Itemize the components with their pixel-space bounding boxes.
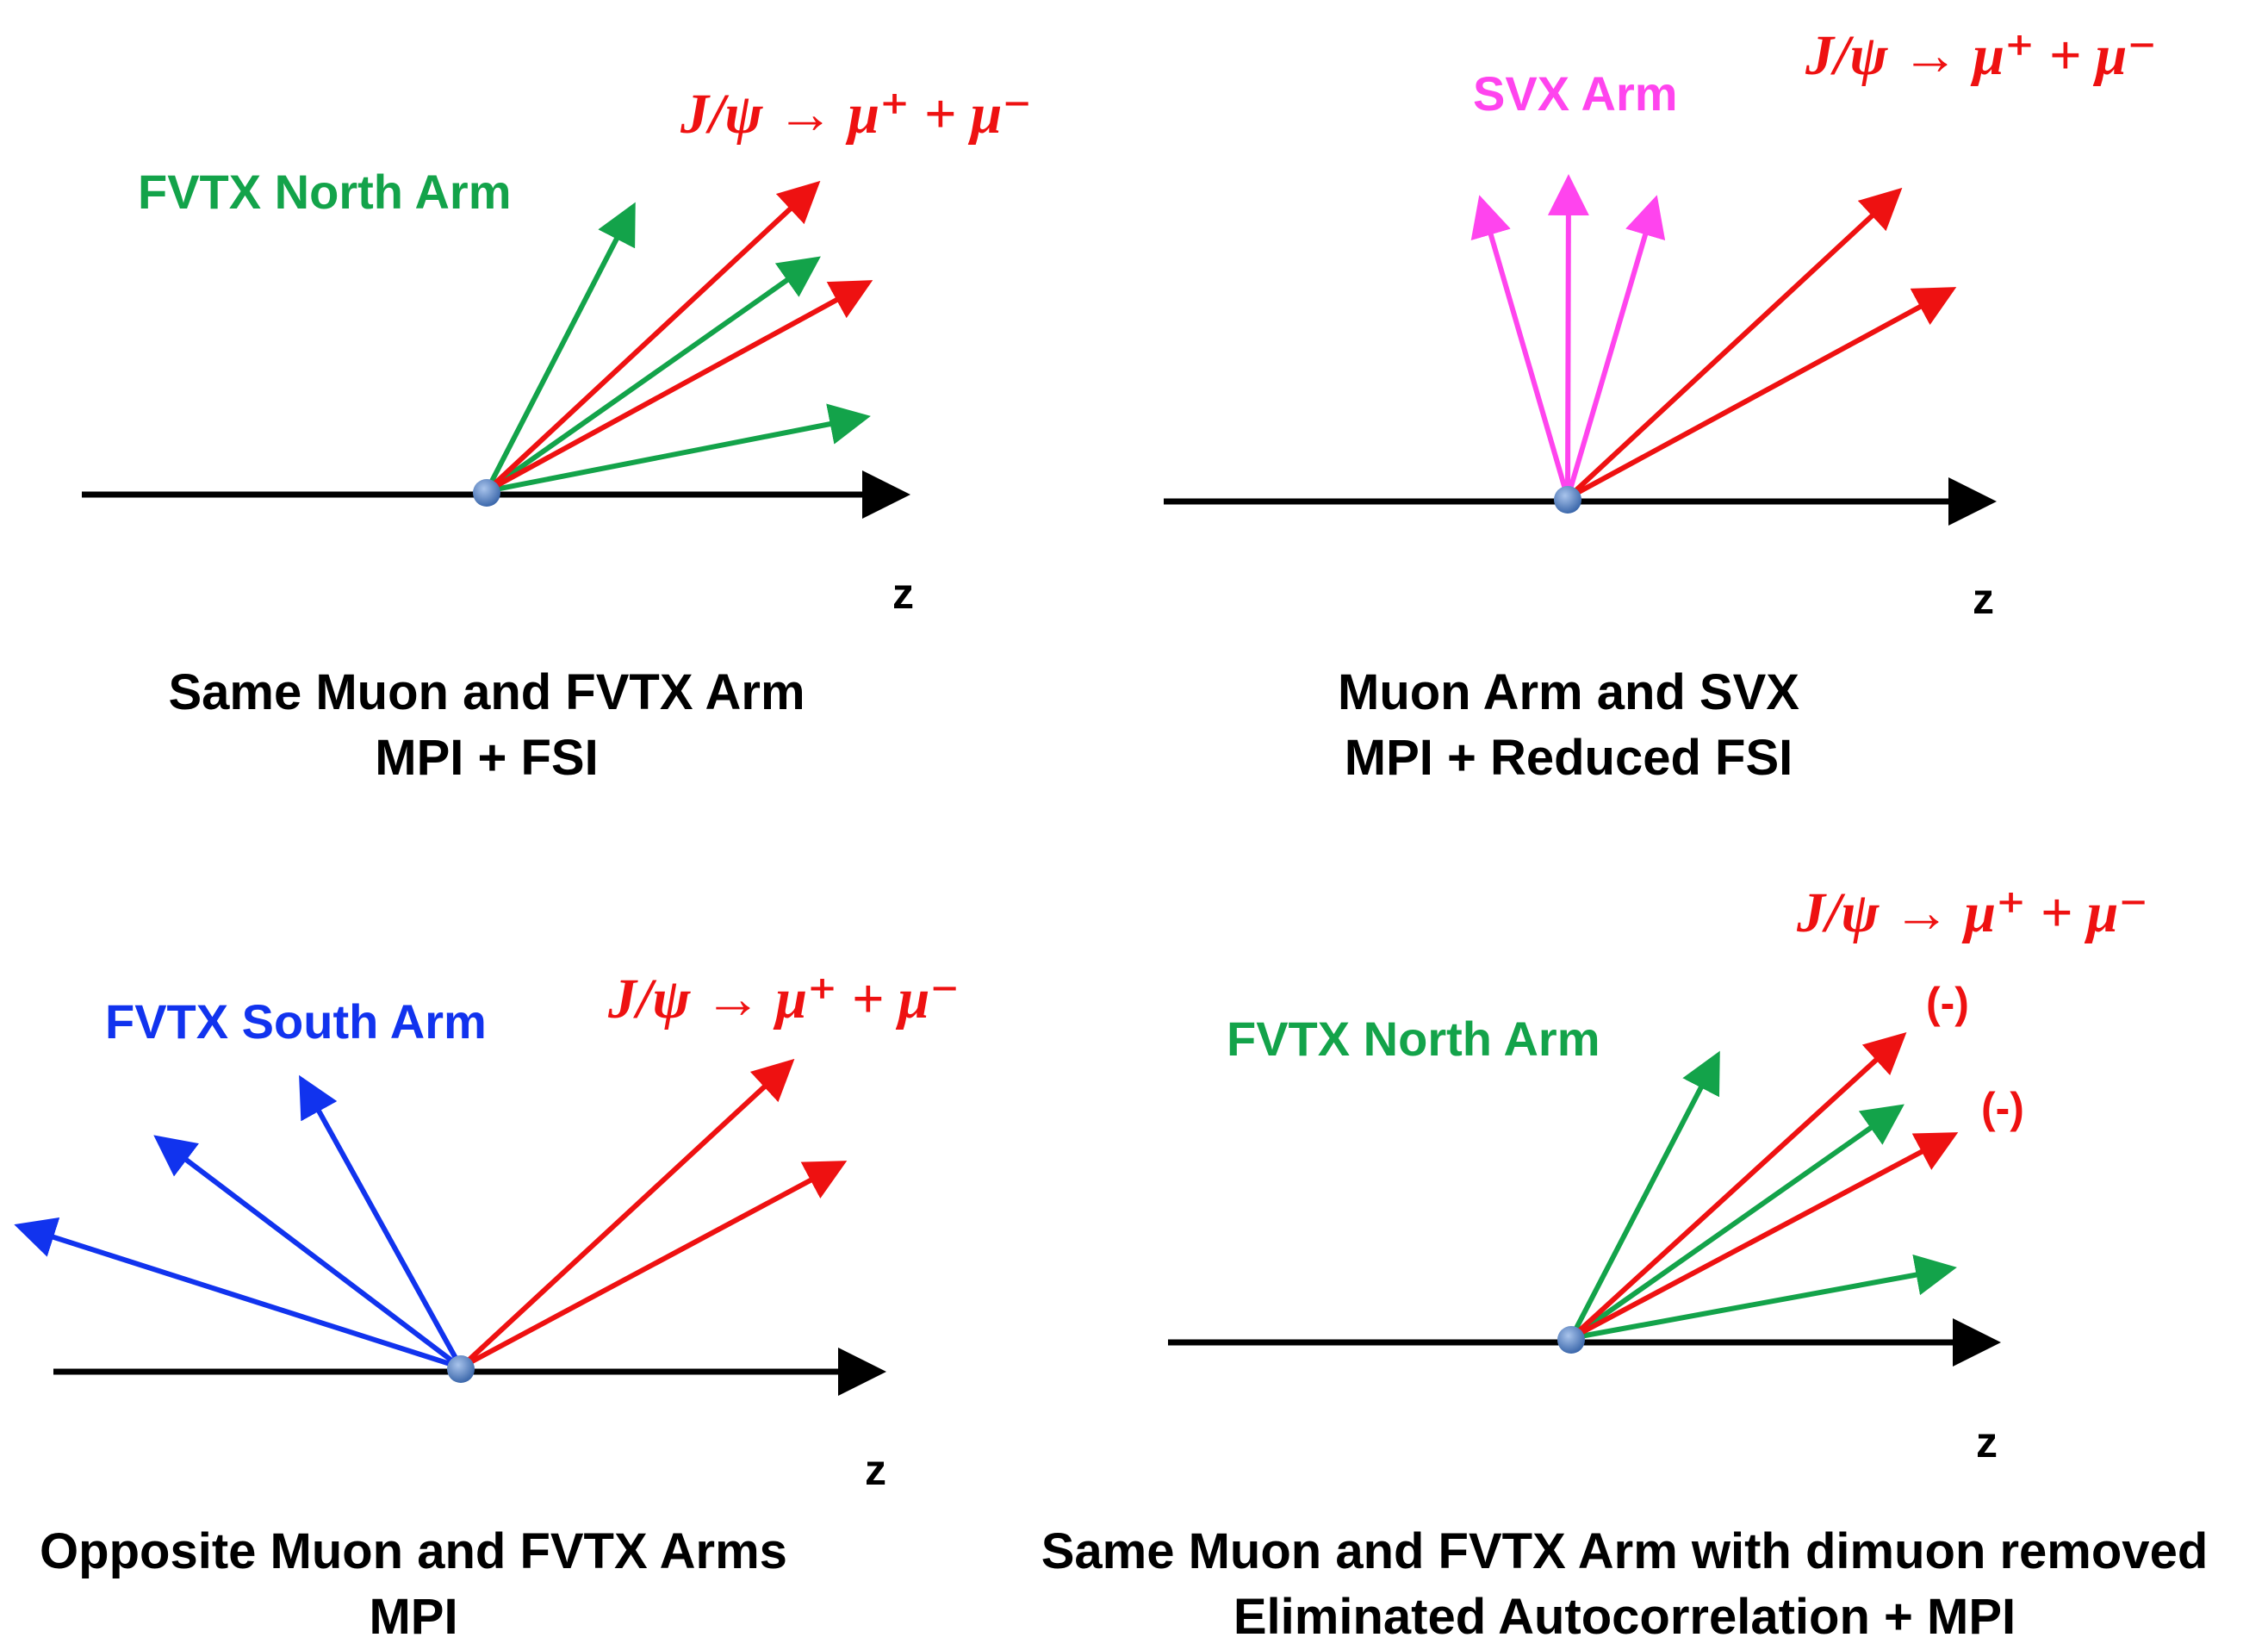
svx-track-3	[1565, 195, 1666, 499]
caption-line-2: MPI	[369, 1589, 458, 1645]
fvtx-track-3	[299, 1074, 463, 1369]
panel-dimuon-removed: FVTX North Arm J/ψ → μ⁺ + μ⁻ (-) (-) z S…	[1041, 823, 2267, 1646]
z-axis-label: z	[1976, 1418, 1998, 1466]
z-axis-label: z	[1973, 575, 1994, 623]
caption-line-1: Muon Arm and SVX	[1338, 664, 1799, 720]
fvtx-track-3	[486, 403, 871, 494]
muon-track-minus	[459, 1161, 848, 1370]
fvtx-track-1	[14, 1217, 462, 1370]
fvtx-track-2	[1569, 1104, 1904, 1341]
caption-line-1: Same Muon and FVTX Arm with dimuon remov…	[1041, 1523, 2209, 1579]
fvtx-track-1	[1569, 1050, 1720, 1340]
decay-label: J/ψ → μ⁺ + μ⁻	[608, 968, 960, 1030]
panel-caption: Opposite Muon and FVTX Arms MPI	[0, 1519, 827, 1650]
z-axis-label: z	[892, 570, 914, 618]
caption-line-1: Same Muon and FVTX Arm	[168, 664, 805, 720]
collision-vertex	[1554, 486, 1581, 514]
muon-track-plus	[1565, 187, 1903, 501]
muon-track-minus	[1566, 287, 1957, 501]
muon-track-plus-removed	[1569, 1031, 1907, 1341]
arm-label: FVTX North Arm	[1227, 1012, 1600, 1066]
panel-muon-svx: SVX Arm J/ψ → μ⁺ + μ⁻ z Muon Arm and SVX…	[1134, 0, 2267, 823]
decay-label: J/ψ → μ⁺ + μ⁻	[1797, 881, 2149, 944]
panel-opposite-arms: FVTX South Arm J/ψ → μ⁺ + μ⁻ z Opposite …	[0, 823, 1134, 1646]
panel-caption: Same Muon and FVTX Arm with dimuon remov…	[1022, 1519, 2228, 1650]
panel-4-diagram	[1168, 1031, 2001, 1367]
collision-vertex	[1557, 1326, 1585, 1354]
muon-track-plus	[458, 1058, 795, 1370]
panel-caption: Same Muon and FVTX Arm MPI + FSI	[0, 660, 973, 791]
panel-3-diagram	[14, 1058, 886, 1396]
fvtx-track-1	[484, 202, 636, 493]
fvtx-track-3	[1570, 1254, 1957, 1341]
muon-track-minus	[485, 280, 873, 494]
panel-2-diagram	[1164, 174, 1997, 526]
caption-line-1: Opposite Muon and FVTX Arms	[40, 1523, 787, 1579]
arm-label: FVTX North Arm	[138, 165, 512, 219]
fvtx-track-2	[153, 1135, 463, 1370]
panel-caption: Muon Arm and SVX MPI + Reduced FSI	[1065, 660, 2072, 791]
removed-marker-minus: (-)	[1981, 1084, 2024, 1132]
z-axis-label: z	[865, 1446, 886, 1494]
muon-track-minus-removed	[1569, 1132, 1959, 1341]
panel-1-diagram	[82, 180, 910, 519]
svx-track-1	[1470, 195, 1570, 499]
fvtx-track-2	[485, 256, 821, 494]
caption-line-2: Eliminated Autocorrelation + MPI	[1233, 1589, 2016, 1645]
muon-track-plus	[484, 180, 821, 494]
removed-marker-plus: (-)	[1926, 979, 1969, 1027]
collision-vertex	[447, 1355, 475, 1383]
arm-label: SVX Arm	[1473, 66, 1678, 121]
decay-label: J/ψ → μ⁺ + μ⁻	[680, 83, 1033, 146]
caption-line-2: MPI + FSI	[375, 730, 599, 786]
caption-line-2: MPI + Reduced FSI	[1344, 730, 1793, 786]
arm-label: FVTX South Arm	[105, 994, 487, 1049]
decay-label: J/ψ → μ⁺ + μ⁻	[1805, 24, 2158, 87]
collision-vertex	[473, 479, 500, 507]
panel-same-arm: FVTX North Arm J/ψ → μ⁺ + μ⁻ z Same Muon…	[0, 0, 1134, 823]
svx-track-2	[1547, 174, 1589, 499]
